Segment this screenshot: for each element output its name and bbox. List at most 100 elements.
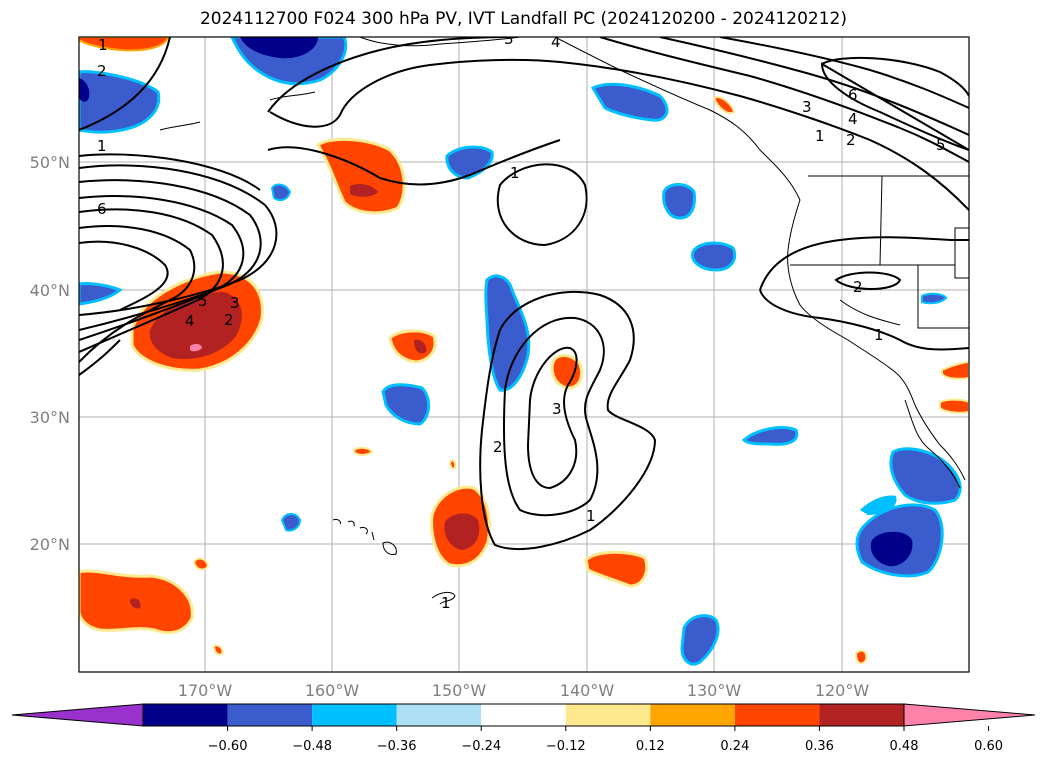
lon-label: 130°W (687, 681, 742, 700)
pv-blob (854, 649, 868, 665)
lon-label: 170°W (178, 681, 233, 700)
contour-label: 5 (936, 136, 946, 154)
colorbar-tick-label: −0.48 (292, 739, 332, 754)
contour-label: 1 (874, 326, 884, 344)
pv-blob (870, 531, 913, 567)
pv-blob (388, 329, 437, 364)
pv-blob (584, 550, 649, 588)
colorbar-tick-label: −0.24 (461, 739, 501, 754)
lon-label: 120°W (815, 681, 870, 700)
pv-blob (280, 513, 302, 532)
pv-negative-anomalies (79, 37, 962, 666)
ivt-contours (79, 37, 969, 551)
pv-blob (212, 644, 224, 656)
colorbar: −0.60 −0.48 −0.36 −0.24 −0.12 0.12 0.24 0.36 0.4… (11, 703, 1036, 754)
colorbar-tick-label: 0.36 (805, 739, 834, 754)
contour-line (269, 58, 969, 211)
colorbar-tick-label: 0.60 (974, 739, 1003, 754)
colorbar-segment (396, 704, 482, 726)
contour-label: 4 (551, 33, 561, 51)
contour-line (479, 291, 657, 551)
lat-label: 20°N (30, 535, 70, 554)
pv-blob (691, 241, 737, 272)
contour-line (79, 179, 262, 331)
contour-label: 3 (230, 294, 240, 312)
contour-labels: 1 2 1 6 4 5 3 2 1 2 3 1 3 4 1 2 6 5 2 1 … (97, 30, 946, 612)
lat-label: 50°N (30, 153, 70, 172)
contour-line (79, 37, 171, 131)
map-title: 2024112700 F024 300 hPa PV, IVT Landfall… (199, 9, 847, 29)
contour-label: 2 (97, 62, 107, 80)
lon-label: 140°W (560, 681, 615, 700)
pv-blob (741, 426, 799, 446)
pv-blob (316, 137, 406, 215)
contour-label: 2 (493, 438, 503, 456)
colorbar-extend-high (903, 703, 1036, 727)
pv-blob (889, 447, 962, 505)
contour-line (79, 195, 245, 341)
pv-blob (662, 183, 696, 220)
colorbar-segment (227, 704, 313, 726)
colorbar-tick-label: 0.24 (720, 739, 749, 754)
pv-blob (79, 78, 90, 102)
pv-blob (192, 557, 210, 571)
map-frame (78, 36, 970, 673)
colorbar-segment (565, 704, 651, 726)
contour-line (502, 316, 605, 517)
contour-label: 1 (98, 36, 108, 54)
colorbar-segment (312, 704, 397, 726)
pv-blob (149, 292, 242, 360)
contour-label: 1 (586, 507, 596, 525)
lat-label: 40°N (30, 281, 70, 300)
colorbar-segment (481, 704, 566, 726)
contour-line (820, 56, 969, 151)
contour-line (79, 225, 196, 363)
latitude-labels: 50°N 40°N 30°N 20°N (30, 153, 70, 554)
contour-label: 6 (848, 86, 858, 104)
contour-label: 2 (224, 311, 234, 329)
contour-label: 5 (198, 292, 208, 310)
colorbar-tick-label: −0.12 (546, 739, 586, 754)
pv-blob (79, 282, 123, 306)
contour-line (834, 271, 902, 290)
pv-blob (712, 96, 736, 114)
pv-blob (414, 339, 427, 354)
pv-blob (921, 292, 948, 305)
pv-blob (680, 614, 720, 666)
pv-blob (381, 383, 430, 426)
lon-label: 150°W (432, 681, 487, 700)
contour-line (79, 240, 169, 376)
colorbar-tick-label: 0.48 (890, 739, 919, 754)
contour-line (599, 37, 969, 163)
pv-blob (350, 184, 378, 197)
pv-blob (79, 37, 170, 52)
contour-label: 3 (552, 400, 562, 418)
pv-blob (445, 145, 494, 180)
contour-label: 2 (853, 278, 863, 296)
contour-label: 3 (504, 30, 514, 48)
pv-blob (190, 343, 202, 352)
contour-label: 2 (846, 131, 856, 149)
contour-label: 1 (815, 127, 825, 145)
contour-label: 4 (185, 312, 195, 330)
pv-blob (79, 70, 161, 134)
contour-label: 6 (97, 200, 107, 218)
pv-positive-anomalies (79, 37, 969, 665)
contour-line (267, 139, 561, 186)
pv-blob (444, 513, 480, 550)
pv-blob (941, 360, 969, 380)
colorbar-segment (734, 704, 820, 726)
colorbar-outline (142, 703, 905, 727)
lat-label: 30°N (30, 408, 70, 427)
contour-line (526, 346, 578, 490)
contour-label: 1 (97, 137, 107, 155)
pv-blob (550, 354, 583, 390)
colorbar-tick-label: −0.36 (377, 739, 417, 754)
contour-label: 1 (510, 164, 520, 182)
contour-line (496, 163, 588, 247)
contour-line (659, 37, 969, 136)
colorbar-tick-label: −0.60 (208, 739, 248, 754)
contour-line (267, 37, 511, 113)
colorbar-segment (819, 704, 904, 726)
